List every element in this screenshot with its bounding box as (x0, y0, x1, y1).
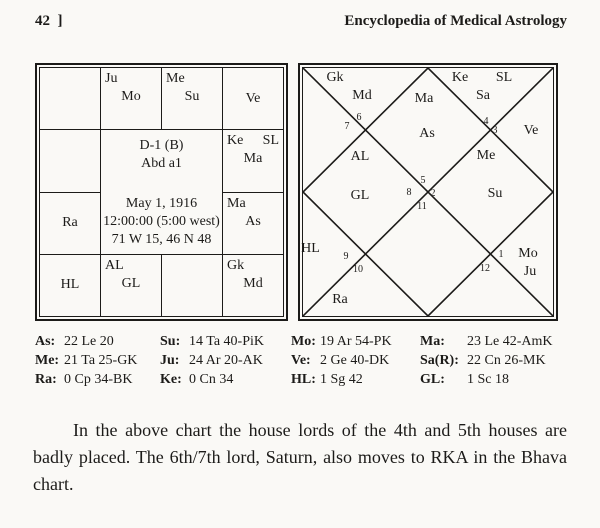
south-cell-sagittarius: HL (40, 254, 100, 316)
planet-label: Ra (332, 291, 348, 307)
chart-center-details: D-1 (B) Abd a1 May 1, 1916 12:00:00 (5:0… (101, 130, 222, 254)
house-number-label: 8 (406, 187, 412, 199)
position-entry: Ve: 2 Ge 40-DK (291, 353, 390, 368)
position-entry: GL: 1 Sc 18 (420, 372, 509, 387)
position-entry: Su: 14 Ta 40-PiK (160, 334, 264, 349)
position-entry: Mo: 19 Ar 54-PK (291, 334, 392, 349)
planet-label: Sa (476, 87, 490, 103)
positions-column-1: As: 22 Le 20 Me: 21 Ta 25-GK Ra: 0 Cp 34-BK (35, 332, 160, 389)
south-cell-aries: Ju Mo (101, 68, 161, 130)
south-cell-pisces (40, 68, 100, 130)
house-numbers-layer: 6 7 4 3 5 8 2 11 9 10 1 12 (303, 68, 553, 316)
house-number-label: 12 (480, 263, 490, 275)
planet-labels-layer: Gk Md Ma Ke SL Sa As Ve AL Me GL Su HL Mo Ju Ra (301, 68, 553, 316)
planet-label: Ke (451, 70, 469, 86)
position-entry: As: 22 Le 20 (35, 334, 114, 349)
positions-column-2: Su: 14 Ta 40-PiK Ju: 24 Ar 20-AK Ke: 0 Cn 3… (160, 332, 291, 389)
positions-column-3: Mo: 19 Ar 54-PK Ve: 2 Ge 40-DK HL: 1 Sg 42 (291, 332, 420, 389)
planet-positions-table: As: 22 Le 20 Me: 21 Ta 25-GK Ra: 0 Cp 34-BK… (35, 332, 570, 389)
south-cell-gemini: Ve (223, 68, 283, 130)
planet-label: SL (495, 70, 513, 86)
south-cell-leo: Ma As (223, 192, 283, 254)
south-cell-libra (162, 254, 222, 316)
planet-label: Su (487, 186, 503, 202)
page-header: 42 ] Encyclopedia of Medical Astrology (35, 13, 567, 30)
house-number-label: 11 (417, 201, 427, 213)
birth-date: May 1, 1916 (125, 196, 198, 212)
south-cell-taurus: Me Su (162, 68, 222, 130)
birth-place-coords: 71 W 15, 46 N 48 (111, 232, 212, 248)
south-cell-cancer: Ke SL Ma (223, 130, 283, 192)
page-number: 42 ] (35, 13, 63, 29)
house-number-label: 9 (343, 251, 349, 263)
positions-column-4: Ma: 23 Le 42-AmK Sa(R): 22 Cn 26-MK GL: 1 S… (420, 332, 570, 389)
planet-label: Ju (523, 264, 537, 280)
planet-label: As (419, 125, 435, 141)
planet-label: Ma (414, 90, 434, 106)
south-cell-capricorn: Ra (40, 192, 100, 254)
body-paragraph: In the above chart the house lords of th… (33, 420, 567, 494)
south-cell-virgo: Gk Md (223, 254, 283, 316)
house-number-label: 3 (492, 124, 498, 136)
house-number-label: 10 (353, 264, 363, 276)
house-number-label: 2 (430, 188, 436, 200)
house-number-label: 5 (420, 174, 426, 186)
planet-label: Ve (523, 122, 539, 138)
birth-time: 12:00:00 (5:00 west) (103, 214, 220, 230)
chart-type-label: D-1 (B) (139, 138, 184, 154)
position-entry: Ke: 0 Cn 34 (160, 372, 234, 387)
position-entry: HL: 1 Sg 42 (291, 372, 363, 387)
planet-label: Gk (326, 70, 344, 86)
book-title: Encyclopedia of Medical Astrology (344, 13, 567, 29)
chart-grid-lines (303, 68, 553, 316)
house-number-label: 4 (483, 115, 489, 127)
planet-label: HL (301, 241, 320, 257)
position-entry: Sa(R): 22 Cn 26-MK (420, 353, 546, 368)
position-entry: Ma: 23 Le 42-AmK (420, 334, 553, 349)
south-indian-chart: Ju Mo Me Su Ve D-1 (B) Abd a1 (35, 63, 288, 321)
native-name: Abd a1 (141, 156, 182, 172)
planet-label: Mo (518, 246, 538, 262)
planet-label: AL (350, 148, 370, 164)
south-chart-grid: Ju Mo Me Su Ve D-1 (B) Abd a1 (39, 67, 284, 317)
house-number-label: 6 (356, 111, 362, 123)
south-cell-scorpio: AL GL (101, 254, 161, 316)
position-entry: Ra: 0 Cp 34-BK (35, 372, 133, 387)
south-cell-aquarius (40, 130, 100, 192)
planet-label: Me (476, 147, 496, 163)
planet-label: Md (352, 87, 372, 103)
position-entry: Me: 21 Ta 25-GK (35, 353, 138, 368)
house-number-label: 1 (498, 249, 504, 261)
house-number-label: 7 (344, 120, 350, 132)
planet-label: GL (350, 188, 370, 204)
position-entry: Ju: 24 Ar 20-AK (160, 353, 263, 368)
